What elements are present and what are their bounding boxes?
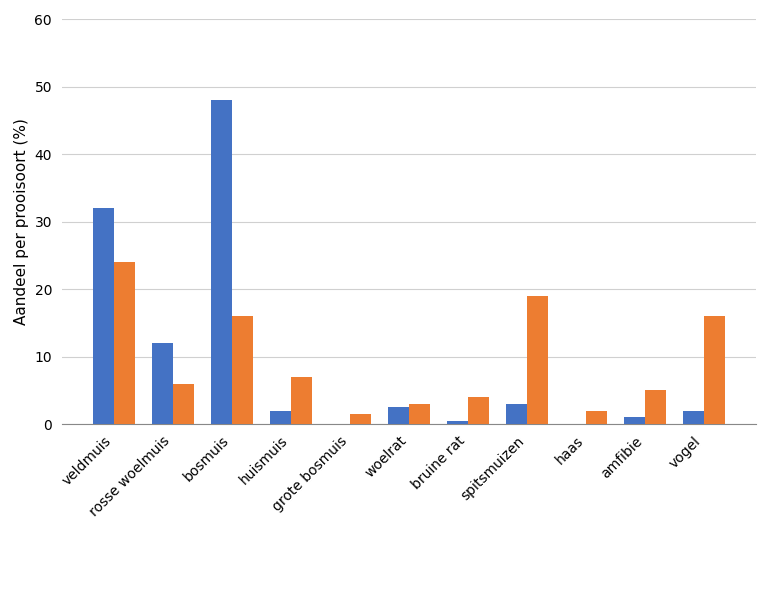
Y-axis label: Aandeel per prooisoort (%): Aandeel per prooisoort (%) — [14, 118, 29, 325]
Bar — [152, 343, 173, 424]
Bar — [232, 316, 253, 424]
Bar — [507, 404, 527, 424]
Bar — [468, 397, 489, 424]
Bar — [645, 391, 665, 424]
Bar — [270, 411, 291, 424]
Bar — [624, 418, 645, 424]
Bar — [388, 407, 409, 424]
Bar — [211, 100, 232, 424]
Bar — [527, 296, 547, 424]
Bar — [447, 421, 468, 424]
Bar — [173, 383, 193, 424]
Bar — [350, 414, 370, 424]
Bar — [291, 377, 312, 424]
Bar — [683, 411, 704, 424]
Bar — [586, 411, 607, 424]
Bar — [409, 404, 430, 424]
Bar — [93, 209, 114, 424]
Bar — [704, 316, 725, 424]
Bar — [114, 262, 135, 424]
